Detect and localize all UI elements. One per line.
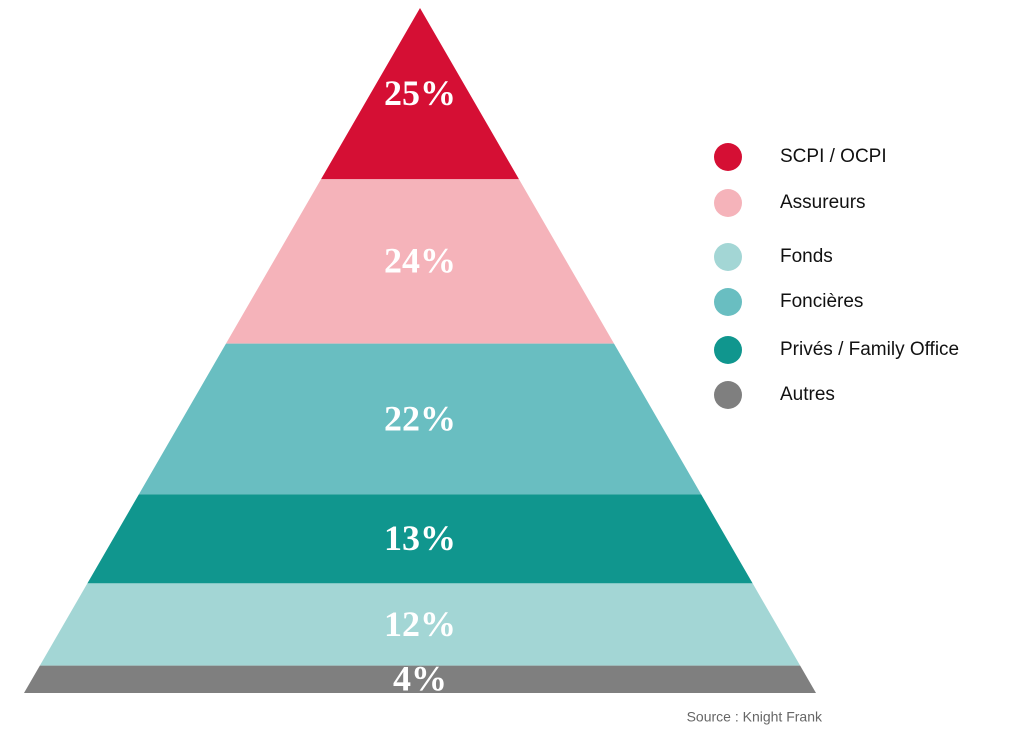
value-label: 24% (384, 241, 456, 281)
legend-label: Assureurs (780, 192, 866, 213)
pyramid-segment (87, 494, 753, 584)
legend-label: Foncières (780, 291, 863, 312)
legend-swatch (714, 189, 742, 217)
pyramid-segment (24, 665, 816, 693)
legend-swatch (714, 381, 742, 409)
legend-label: SCPI / OCPI (780, 146, 887, 167)
legend-swatch (714, 336, 742, 364)
legend-swatch (714, 288, 742, 316)
value-label: 13% (384, 518, 456, 558)
source: Source : Knight Frank (687, 709, 823, 725)
legend-label: Autres (780, 384, 835, 405)
pyramid-segment (321, 8, 519, 180)
value-label: 12% (384, 604, 456, 644)
value-label: 4% (393, 659, 447, 699)
legend-label: Privés / Family Office (780, 339, 959, 360)
legend-label: Fonds (780, 246, 833, 267)
pyramid-segment (39, 583, 801, 666)
legend-swatch (714, 243, 742, 271)
pyramid-segment (138, 343, 702, 495)
value-label: 25% (384, 73, 456, 113)
pyramid-segment (225, 179, 615, 344)
value-label: 22% (384, 398, 456, 438)
legend-swatch (714, 143, 742, 171)
